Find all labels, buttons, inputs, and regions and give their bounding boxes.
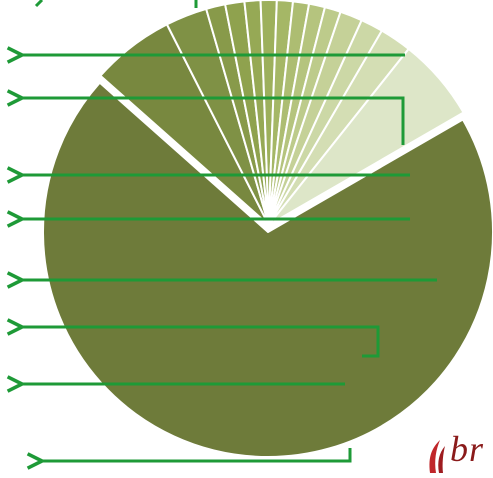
leader-arrow-2 (22, 98, 405, 145)
leader-arrows (22, 0, 437, 461)
logo-flame-icon (429, 440, 445, 473)
pie-slice-15 (267, 47, 465, 227)
leader-arrow-fragment-top (34, 0, 198, 8)
leader-arrow-6 (22, 327, 380, 358)
leader-arrow-8 (42, 448, 352, 461)
pie-slices (42, 0, 493, 458)
logo-wordmark: br (450, 429, 485, 469)
